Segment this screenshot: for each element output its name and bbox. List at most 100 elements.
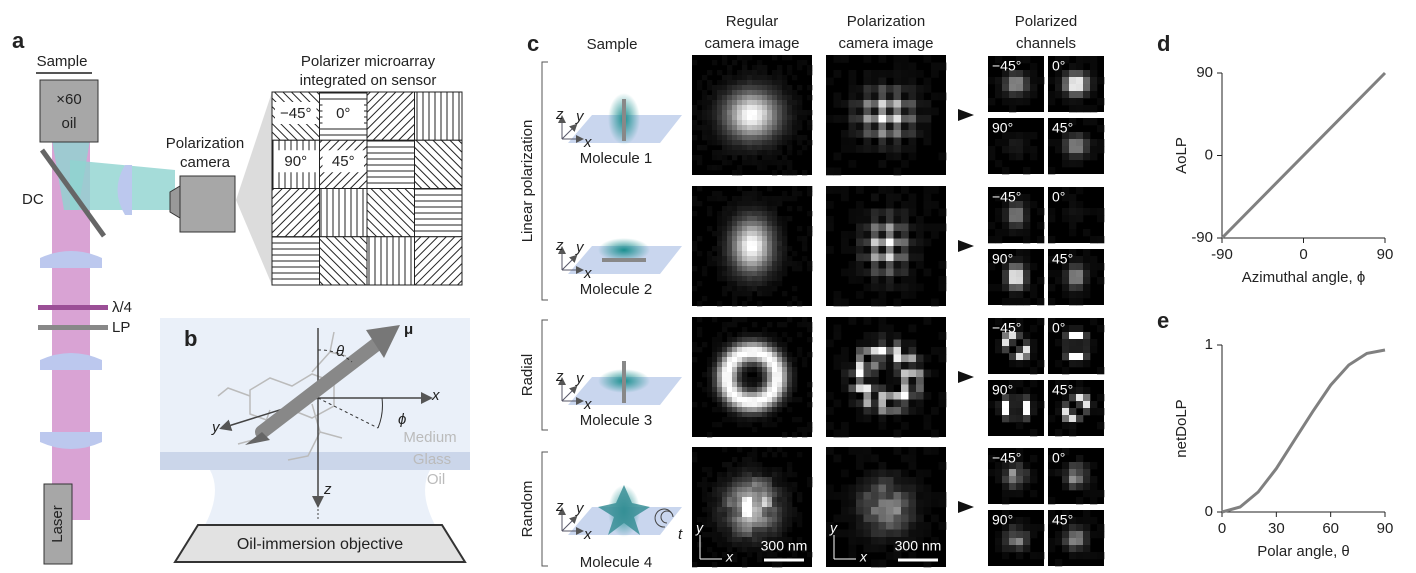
pixel bbox=[752, 266, 757, 271]
pixel bbox=[717, 337, 722, 342]
pixel bbox=[752, 487, 757, 492]
pixel bbox=[879, 332, 887, 340]
pixel bbox=[849, 362, 857, 370]
pixel bbox=[757, 332, 762, 337]
pixel bbox=[762, 337, 767, 342]
pixel bbox=[747, 226, 752, 231]
pixel bbox=[909, 485, 917, 493]
pixel bbox=[717, 140, 722, 145]
pixel bbox=[807, 211, 812, 216]
pixel bbox=[787, 337, 792, 342]
pixel bbox=[916, 254, 924, 262]
pixel bbox=[732, 135, 737, 140]
pixel bbox=[1009, 284, 1016, 291]
pixel bbox=[1076, 497, 1083, 504]
panel-c: c Sample Regular camera image Polarizati… bbox=[519, 13, 1104, 568]
pixel bbox=[1055, 429, 1062, 436]
pixel bbox=[894, 507, 902, 515]
laser-label: Laser bbox=[49, 505, 66, 543]
pixel bbox=[1016, 552, 1023, 559]
pixel bbox=[909, 392, 917, 400]
pixel bbox=[792, 512, 797, 517]
pixel bbox=[767, 507, 772, 512]
pixel bbox=[747, 80, 752, 85]
pixel bbox=[1090, 236, 1097, 243]
pixel bbox=[787, 140, 792, 145]
pixel bbox=[826, 216, 834, 224]
pixel bbox=[931, 231, 939, 239]
pixel bbox=[757, 241, 762, 246]
pixel bbox=[901, 385, 909, 393]
pixel bbox=[742, 115, 747, 120]
pixel bbox=[752, 211, 757, 216]
pixel bbox=[717, 150, 722, 155]
pixel bbox=[752, 367, 757, 372]
pixel bbox=[777, 110, 782, 115]
pixel bbox=[1009, 538, 1016, 545]
pixel bbox=[909, 130, 917, 138]
pixel bbox=[762, 492, 767, 497]
pixel bbox=[787, 95, 792, 100]
pixel bbox=[939, 522, 947, 530]
pixel bbox=[732, 522, 737, 527]
pixel bbox=[807, 322, 812, 327]
pixel bbox=[722, 477, 727, 482]
pixel bbox=[752, 352, 757, 357]
pixel bbox=[1076, 415, 1083, 422]
pixel bbox=[777, 392, 782, 397]
pixel bbox=[879, 123, 887, 131]
pixel bbox=[777, 160, 782, 165]
pixel bbox=[697, 382, 702, 387]
pixel bbox=[901, 108, 909, 116]
pixel bbox=[722, 206, 727, 211]
pixel bbox=[1048, 538, 1055, 545]
pixel bbox=[916, 370, 924, 378]
pixel bbox=[841, 370, 849, 378]
pixel bbox=[782, 120, 787, 125]
pixel bbox=[777, 70, 782, 75]
pixel bbox=[1055, 469, 1062, 476]
pixel bbox=[707, 251, 712, 256]
pixel bbox=[722, 231, 727, 236]
pixel bbox=[1023, 483, 1030, 490]
pixel bbox=[777, 196, 782, 201]
pixel bbox=[777, 377, 782, 382]
pixel bbox=[886, 231, 894, 239]
pixel bbox=[931, 63, 939, 71]
pixel bbox=[732, 145, 737, 150]
pixel bbox=[737, 216, 742, 221]
pixel bbox=[737, 382, 742, 387]
pixel bbox=[697, 201, 702, 206]
pixel bbox=[762, 165, 767, 170]
pixel bbox=[1062, 545, 1069, 552]
pixel bbox=[1069, 325, 1076, 332]
pixel bbox=[777, 407, 782, 412]
pixel bbox=[1083, 483, 1090, 490]
pixel bbox=[787, 317, 792, 322]
pixel bbox=[717, 226, 722, 231]
pixel bbox=[772, 75, 777, 80]
pixel bbox=[697, 80, 702, 85]
pixel bbox=[807, 382, 812, 387]
pixel bbox=[737, 472, 742, 477]
arrow bbox=[958, 240, 974, 252]
pixel bbox=[864, 400, 872, 408]
pixel bbox=[1083, 56, 1090, 63]
pixel bbox=[737, 517, 742, 522]
pixel bbox=[1023, 146, 1030, 153]
pixel bbox=[901, 224, 909, 232]
array-hatch bbox=[367, 189, 415, 237]
pixel bbox=[747, 477, 752, 482]
pixel bbox=[722, 221, 727, 226]
pixel bbox=[722, 216, 727, 221]
pixel bbox=[752, 286, 757, 291]
pixel bbox=[722, 80, 727, 85]
pixel bbox=[777, 512, 782, 517]
pixel bbox=[722, 492, 727, 497]
pixel bbox=[787, 467, 792, 472]
pixel bbox=[995, 538, 1002, 545]
axis-label: x bbox=[583, 134, 592, 151]
pixel bbox=[894, 254, 902, 262]
pixel bbox=[1076, 401, 1083, 408]
pixel bbox=[1069, 360, 1076, 367]
